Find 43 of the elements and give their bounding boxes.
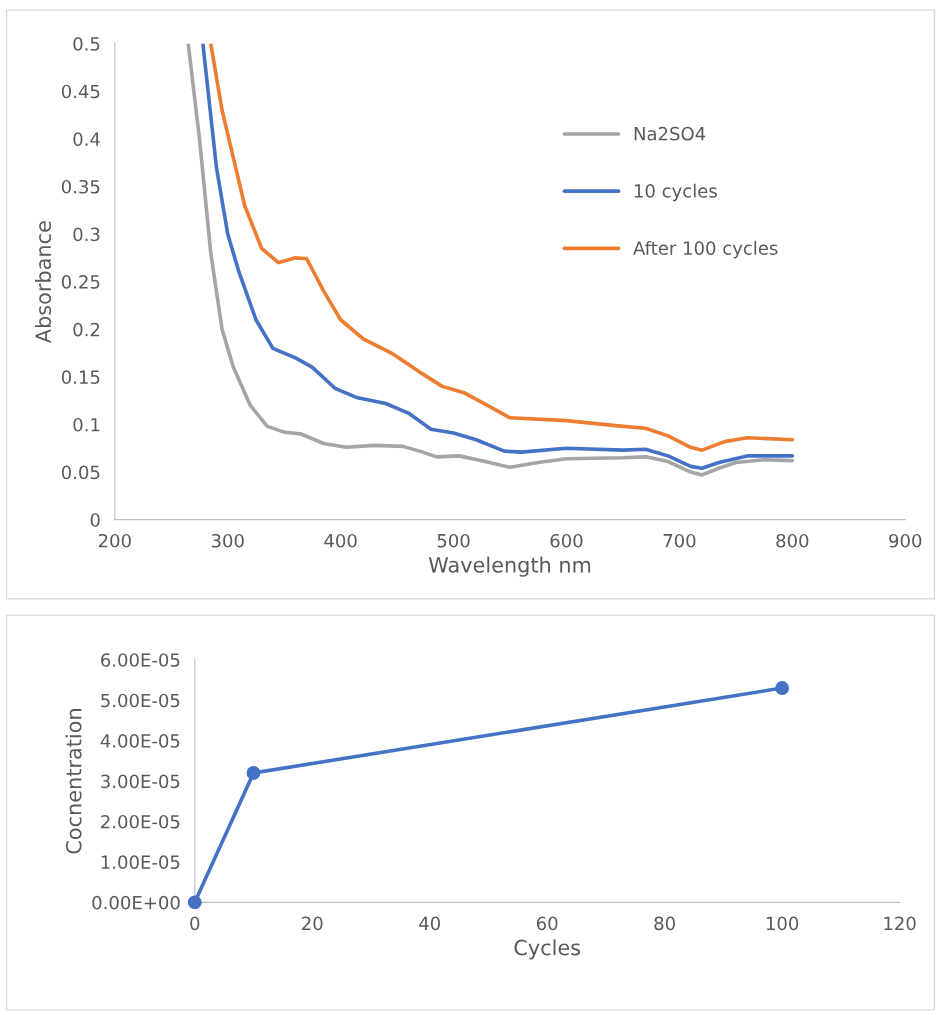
- point: [187, 895, 202, 910]
- y-tick-label: 0.1: [73, 417, 100, 432]
- y-tick-label: 6.00E-05: [101, 653, 180, 667]
- y-tick-label: 0.4: [73, 132, 100, 146]
- x-tick-label: 700: [663, 533, 696, 548]
- x-tick-label: 300: [211, 533, 244, 548]
- x-tick-label: 120: [884, 916, 916, 931]
- y-tick-label: 0: [90, 513, 100, 527]
- x-tick-label: 80: [654, 916, 675, 931]
- point: [775, 681, 790, 695]
- y-axis-title: Absorbance: [34, 221, 52, 344]
- x-tick-label: 20: [302, 916, 323, 931]
- y-tick-label: 1.00E-05: [101, 855, 180, 870]
- x-tick-label: 40: [419, 916, 441, 931]
- legend-label: After 100 cycles: [633, 240, 778, 259]
- x-tick-label: 60: [536, 916, 558, 931]
- x-tick-label: 600: [550, 533, 583, 548]
- y-tick-label: 0.00E+00: [92, 895, 180, 910]
- y-tick-label: 0.3: [73, 227, 100, 242]
- y-tick-label: 5.00E-05: [101, 693, 180, 708]
- legend-label: Na2SO4: [634, 126, 706, 141]
- y-tick-label: 0.5: [73, 37, 100, 51]
- y-tick-label: 3.00E-05: [101, 774, 180, 789]
- y-tick-label: 0.45: [61, 84, 100, 99]
- x-tick-label: 100: [766, 916, 799, 931]
- y-tick-label: 4.00E-05: [100, 734, 180, 748]
- x-tick-label: 200: [98, 533, 131, 548]
- x-tick-label: 0: [190, 916, 200, 931]
- y-tick-label: 0.05: [61, 465, 100, 480]
- point: [246, 766, 261, 780]
- y-tick-label: 0.15: [61, 370, 100, 384]
- y-tick-label: 0.25: [61, 275, 100, 289]
- x-tick-label: 900: [889, 533, 922, 548]
- x-tick-label: 800: [776, 533, 809, 548]
- x-axis-title: Wavelength nm: [428, 556, 591, 577]
- x-tick-label: 500: [437, 533, 470, 548]
- y-tick-label: 2.00E-05: [101, 814, 180, 829]
- legend-label: 10 cycles: [634, 183, 717, 202]
- y-tick-label: 0.2: [73, 322, 100, 337]
- y-axis-title: Cocnentration: [65, 709, 82, 854]
- y-tick-label: 0.35: [61, 179, 100, 194]
- x-axis-title: Cycles: [514, 939, 581, 960]
- x-tick-label: 400: [324, 533, 357, 548]
